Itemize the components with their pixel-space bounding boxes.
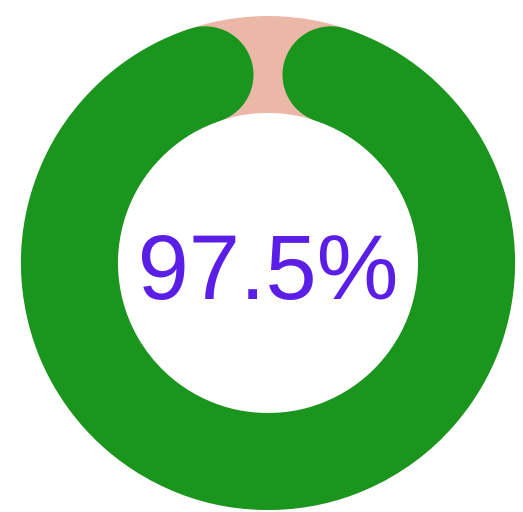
progress-label: 97.5% (138, 217, 399, 319)
progress-arc (21, 26, 515, 510)
